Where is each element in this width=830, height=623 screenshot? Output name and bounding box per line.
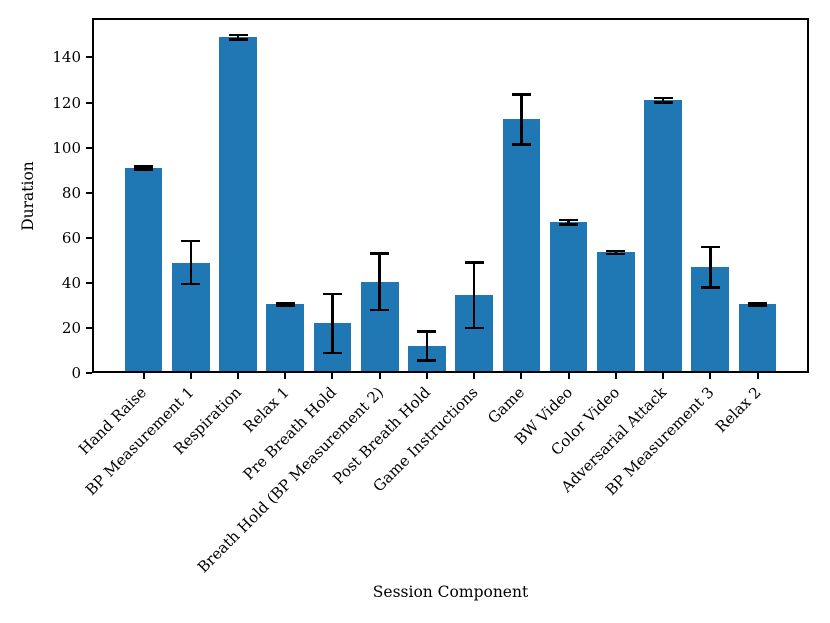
y-tick-mark [86, 146, 92, 149]
error-bar-cap [464, 261, 484, 264]
y-tick-mark [86, 326, 92, 329]
error-bar-cap [370, 252, 390, 255]
error-bar-cap [511, 143, 531, 146]
error-bar-cap [322, 351, 342, 354]
x-tick-mark [142, 373, 145, 379]
y-tick-mark [86, 101, 92, 104]
bar [219, 37, 257, 373]
error-bar-cap [417, 330, 437, 333]
y-tick-mark [86, 372, 92, 374]
y-axis-label: Duration [19, 161, 37, 231]
bar [738, 304, 777, 373]
error-bar-cap [559, 223, 579, 226]
error-bar-cap [134, 168, 153, 171]
error-bar-line [567, 219, 570, 225]
error-bar-cap [181, 282, 201, 286]
x-tick-mark [284, 373, 287, 379]
error-bar-cap [606, 252, 626, 256]
y-tick-label: 140 [52, 48, 81, 67]
error-bar-cap [370, 308, 390, 312]
y-tick-label: 60 [61, 228, 81, 247]
y-tick-label: 0 [71, 364, 81, 382]
x-tick-mark [331, 373, 334, 379]
bar [502, 119, 541, 373]
x-tick-mark [520, 373, 523, 379]
error-bar-cap [559, 218, 579, 221]
x-tick-mark [378, 373, 381, 379]
error-bar-cap [653, 101, 673, 104]
x-tick-mark [709, 373, 712, 379]
x-tick-mark [425, 373, 428, 379]
y-tick-label: 80 [61, 183, 81, 202]
x-tick-label: Relax 2 [711, 383, 765, 437]
error-bar-line [472, 262, 476, 328]
error-bar-line [709, 246, 712, 288]
error-bar-line [236, 34, 240, 40]
error-bar-line [189, 241, 192, 284]
error-bar-line [142, 166, 145, 170]
x-tick-label: Game [484, 383, 529, 428]
error-bar-line [378, 253, 381, 310]
error-bar-cap [275, 304, 295, 307]
error-bar-cap [181, 239, 201, 243]
error-bar-cap [464, 326, 484, 330]
error-bar-cap [748, 301, 767, 305]
bar [644, 100, 682, 373]
error-bar-cap [228, 33, 248, 37]
error-bar-cap [653, 96, 673, 100]
x-tick-mark [614, 373, 617, 379]
error-bar-cap [748, 304, 767, 307]
x-tick-mark [237, 373, 239, 379]
y-tick-mark [86, 191, 92, 194]
error-bar-cap [134, 165, 153, 168]
x-tick-mark [662, 373, 664, 379]
bar [596, 252, 635, 373]
error-bar-cap [417, 359, 437, 362]
x-tick-mark [756, 373, 759, 379]
y-tick-mark [86, 236, 92, 239]
error-bar-line [331, 294, 334, 353]
x-tick-mark [189, 373, 192, 379]
x-tick-mark [473, 373, 476, 379]
bar [266, 304, 305, 373]
error-bar-cap [700, 286, 720, 289]
y-tick-label: 20 [61, 318, 81, 337]
error-bar-cap [322, 292, 342, 296]
plot-area [92, 18, 809, 373]
y-tick-mark [86, 56, 92, 59]
error-bar-cap [511, 93, 531, 96]
y-tick-label: 100 [52, 138, 81, 157]
y-tick-label: 120 [52, 93, 81, 112]
x-tick-mark [567, 373, 570, 379]
error-bar-line [425, 331, 429, 361]
error-bar-cap [700, 245, 720, 248]
error-bar-line [520, 94, 523, 145]
error-bar-cap [228, 38, 248, 41]
bar [549, 222, 588, 373]
error-bar-line [661, 98, 665, 103]
error-bar-line [614, 250, 618, 254]
y-tick-label: 40 [61, 273, 81, 292]
y-tick-mark [86, 281, 92, 284]
bar [124, 167, 163, 373]
error-bar-cap [275, 301, 295, 305]
error-bar-cap [606, 249, 626, 253]
x-axis-label: Session Component [372, 583, 529, 601]
